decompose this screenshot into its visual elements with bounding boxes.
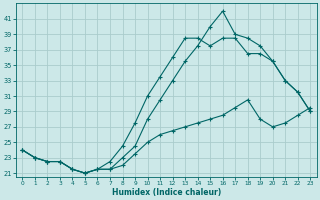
X-axis label: Humidex (Indice chaleur): Humidex (Indice chaleur): [112, 188, 221, 197]
